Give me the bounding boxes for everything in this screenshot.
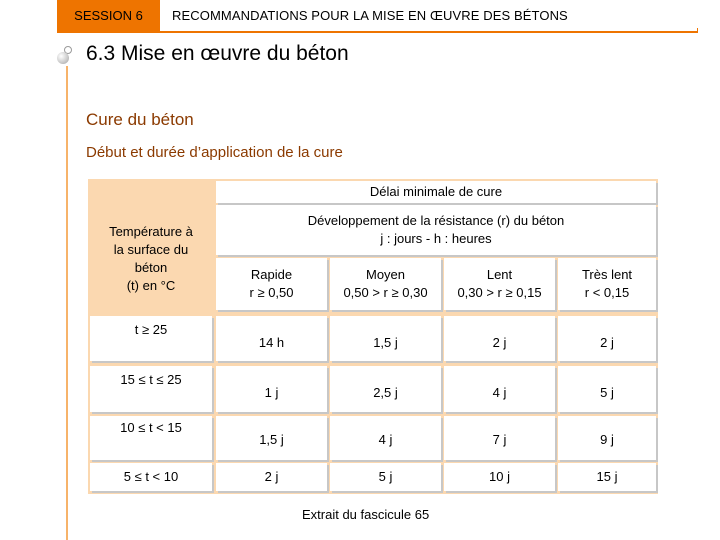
table-cell: 1,5 j xyxy=(216,416,327,460)
session-tab: SESSION 6 xyxy=(57,0,160,31)
cell-value: 1,5 j xyxy=(259,432,284,447)
content-heading: Cure du béton xyxy=(86,110,194,129)
dev-header-line: Développement de la résistance (r) du bé… xyxy=(307,213,565,228)
table-cell: 1,5 j xyxy=(330,316,441,361)
cell-value: 2 j xyxy=(264,469,279,484)
table-cell: 4 j xyxy=(444,366,555,412)
section-title: 6.3 Mise en œuvre du béton xyxy=(86,42,349,65)
cell-value: 5 j xyxy=(600,385,614,400)
cell-value: 9 j xyxy=(600,432,614,447)
cell-value: 2 j xyxy=(492,334,507,350)
column-condition: 0,50 > r ≥ 0,30 xyxy=(343,285,428,300)
cell-value: 4 j xyxy=(492,385,507,400)
cell-value: 1 j xyxy=(264,385,279,400)
column-name: Lent xyxy=(486,267,513,282)
row-header-line: béton xyxy=(134,260,168,275)
cell-value: 14 h xyxy=(258,334,285,350)
header-divider xyxy=(57,31,697,33)
table-cell: 1 j xyxy=(216,366,327,412)
column-condition: r ≥ 0,50 xyxy=(249,285,294,300)
table-cell: 10 j xyxy=(444,463,555,491)
column-name: Rapide xyxy=(250,267,293,282)
header-bar: SESSION 6 RECOMMANDATIONS POUR LA MISE E… xyxy=(0,0,720,33)
bullet-icon xyxy=(52,46,72,66)
column-header-tres-lent: Très lent r < 0,15 xyxy=(558,258,656,310)
row-header-line: (t) en °C xyxy=(126,278,176,293)
table-cell: 15 j xyxy=(558,463,656,491)
table-cell: 14 h xyxy=(216,316,327,361)
cell-value: 1,5 j xyxy=(373,334,398,350)
table-cell: 2 j xyxy=(444,316,555,361)
table-cell: 7 j xyxy=(444,416,555,460)
table-dev-header: Développement de la résistance (r) du bé… xyxy=(216,205,656,255)
table-cell: 5 j xyxy=(558,366,656,412)
source-note: Extrait du fascicule 65 xyxy=(302,507,430,522)
cell-value: 5 j xyxy=(378,469,393,484)
row-header-line: la surface du xyxy=(113,242,189,257)
table-cell: 2 j xyxy=(216,463,327,491)
row-temp-cell: 15 ≤ t ≤ 25 xyxy=(90,366,212,412)
column-name: Moyen xyxy=(365,267,406,282)
column-header-rapide: Rapide r ≥ 0,50 xyxy=(216,258,327,310)
row-temp-label: t ≥ 25 xyxy=(134,322,168,337)
column-condition: r < 0,15 xyxy=(584,285,630,300)
cell-value: 2 j xyxy=(600,334,614,350)
cell-value: 4 j xyxy=(378,432,393,447)
row-temp-cell: 10 ≤ t < 15 xyxy=(90,416,212,460)
cell-value: 2,5 j xyxy=(373,385,398,400)
header-title: RECOMMANDATIONS POUR LA MISE EN ŒUVRE DE… xyxy=(172,8,568,23)
cell-value: 7 j xyxy=(492,432,507,447)
table-cell: 2 j xyxy=(558,316,656,361)
row-temp-cell: t ≥ 25 xyxy=(90,316,212,361)
bullet-dot-icon xyxy=(57,52,69,64)
column-condition: 0,30 > r ≥ 0,15 xyxy=(457,285,542,300)
table-cell: 4 j xyxy=(330,416,441,460)
cell-value: 10 j xyxy=(489,469,510,484)
row-temp-label: 5 ≤ t < 10 xyxy=(123,469,179,484)
table-cell: 2,5 j xyxy=(330,366,441,412)
row-temp-label: 15 ≤ t ≤ 25 xyxy=(120,372,182,387)
header-divider-tick xyxy=(697,28,698,33)
table-group-header-label: Délai minimale de cure xyxy=(369,184,503,199)
dev-header-line: j : jours - h : heures xyxy=(380,231,492,246)
column-header-moyen: Moyen 0,50 > r ≥ 0,30 xyxy=(330,258,441,310)
table-group-header: Délai minimale de cure xyxy=(216,181,656,203)
table-row-header: Température à la surface du béton (t) en… xyxy=(90,205,212,313)
content-subheading: Début et durée d’application de la cure xyxy=(86,144,343,161)
column-name: Très lent xyxy=(581,267,633,282)
left-vertical-rule xyxy=(66,66,68,540)
row-header-line: Température à xyxy=(109,224,193,239)
table-cell: 5 j xyxy=(330,463,441,491)
table-cell: 9 j xyxy=(558,416,656,460)
column-header-lent: Lent 0,30 > r ≥ 0,15 xyxy=(444,258,555,310)
cell-value: 15 j xyxy=(596,469,618,484)
row-temp-cell: 5 ≤ t < 10 xyxy=(90,463,212,491)
bullet-ring-icon xyxy=(64,46,72,54)
row-temp-label: 10 ≤ t < 15 xyxy=(120,420,182,435)
